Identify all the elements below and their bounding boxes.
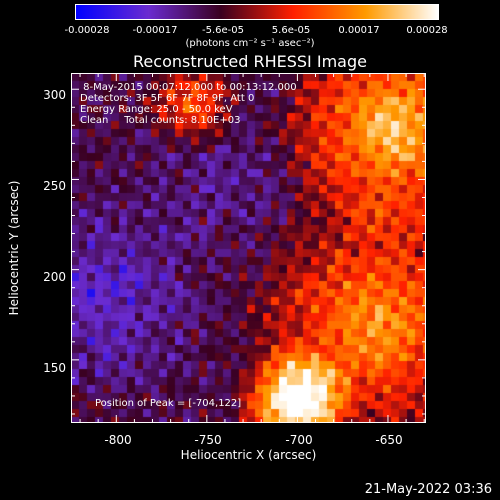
colorbar-tick-label: 0.00017 — [338, 25, 380, 36]
y-tick-label: 300 — [43, 88, 66, 102]
y-axis-label: Heliocentric Y (arcsec) — [7, 180, 21, 316]
colorbar-tick-label: -0.00017 — [132, 25, 178, 36]
colorbar — [75, 4, 439, 20]
peak-position-label: Position of Peak = [-704,122] — [95, 398, 242, 409]
x-tick-label: -700 — [285, 433, 313, 447]
colorbar-tick-label: -0.00028 — [64, 25, 110, 36]
colorbar-tick-label: 5.6e-05 — [271, 25, 311, 36]
x-tick-label: -650 — [375, 433, 403, 447]
colorbar-tick-label: -5.6e-05 — [202, 25, 244, 36]
y-tick-label: 200 — [43, 270, 66, 284]
x-tick-label: -750 — [194, 433, 222, 447]
colorbar-tick-label: 0.00028 — [406, 25, 448, 36]
footer-timestamp: 21-May-2022 03:36 — [364, 482, 492, 497]
x-tick-label: -800 — [104, 433, 132, 447]
observation-info: 8-May-2015 00:07:12.000 to 00:13:12.000 … — [80, 82, 297, 126]
plot-title: Reconstructed RHESSI Image — [133, 52, 367, 71]
info-energy-range: Energy Range: 25.0 - 50.0 keV — [80, 104, 233, 115]
x-axis-label: Heliocentric X (arcsec) — [180, 448, 317, 462]
y-tick-label: 150 — [43, 361, 66, 375]
info-clean-counts: Clean Total counts: 8.10E+03 — [80, 115, 241, 126]
colorbar-units-label: (photons cm⁻² s⁻¹ asec⁻²) — [185, 38, 315, 49]
y-tick-label: 250 — [43, 179, 66, 193]
rhessi-image — [71, 73, 426, 423]
info-detectors: Detectors: 3F 5F 6F 7F 8F 9F, Att 0 — [80, 93, 255, 104]
info-time-range: 8-May-2015 00:07:12.000 to 00:13:12.000 — [80, 82, 297, 93]
